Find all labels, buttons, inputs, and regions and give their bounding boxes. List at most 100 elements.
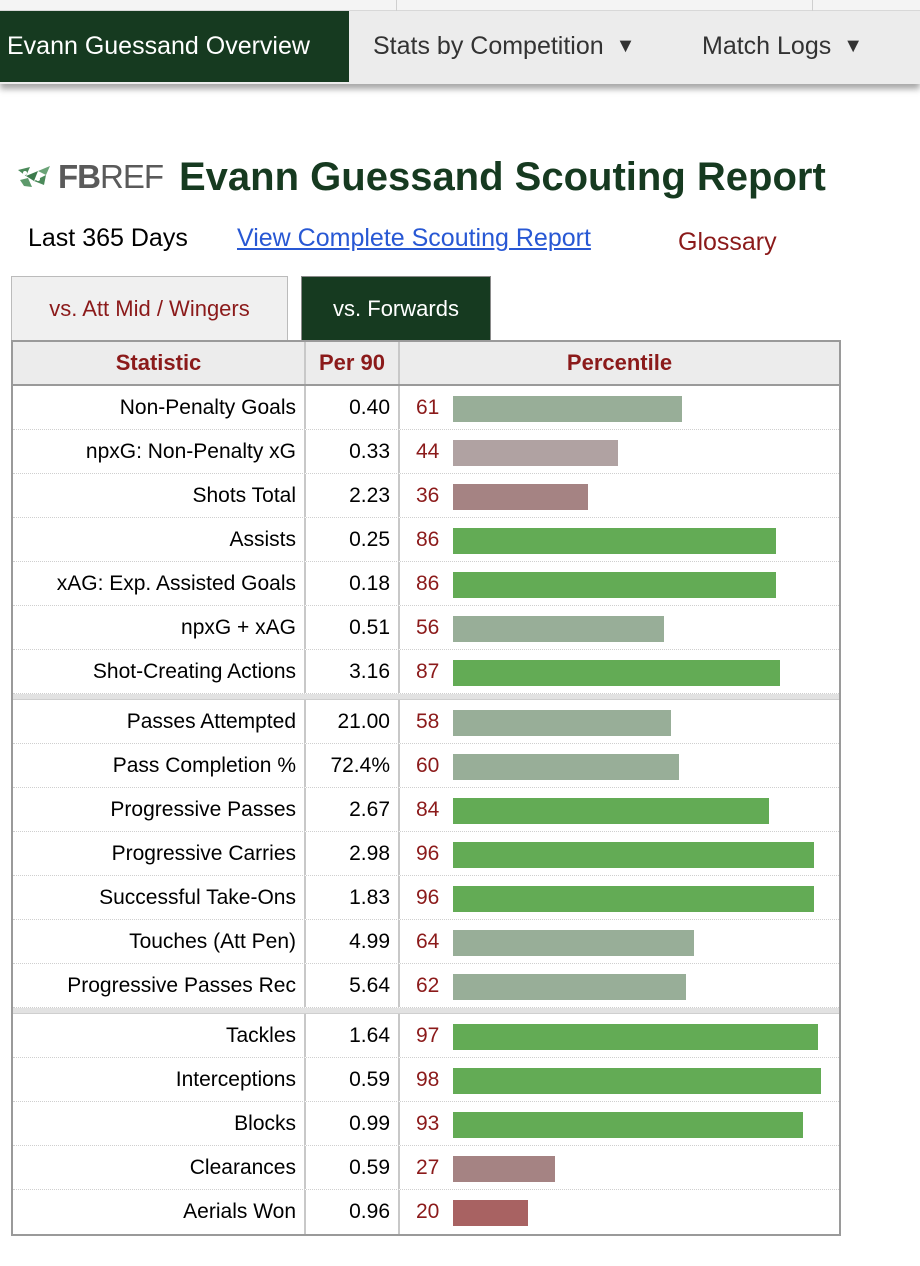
- per90-value: 0.96: [306, 1190, 400, 1234]
- stat-name: npxG + xAG: [13, 606, 306, 649]
- per90-value: 0.25: [306, 518, 400, 561]
- logo-ref-text: REF: [100, 158, 164, 195]
- percentile-cell: 96: [400, 876, 839, 919]
- percentile-value: 27: [416, 1155, 440, 1179]
- percentile-value: 96: [416, 885, 440, 909]
- percentile-bar: [453, 842, 814, 868]
- stat-name: Shots Total: [13, 474, 306, 517]
- percentile-cell: 44: [400, 430, 839, 473]
- stat-name: Passes Attempted: [13, 700, 306, 743]
- per90-value: 5.64: [306, 964, 400, 1007]
- percentile-value: 62: [416, 973, 440, 997]
- percentile-cell: 96: [400, 832, 839, 875]
- percentile-value: 56: [416, 615, 440, 639]
- percentile-bar-track: [453, 484, 829, 510]
- table-row: xAG: Exp. Assisted Goals 0.18 86: [13, 562, 839, 606]
- scouting-report-table: Statistic Per 90 Percentile Non-Penalty …: [11, 340, 841, 1236]
- percentile-bar: [453, 798, 769, 824]
- tab-att-mid-wingers[interactable]: vs. Att Mid / Wingers: [11, 276, 288, 341]
- table-row: Interceptions 0.59 98: [13, 1058, 839, 1102]
- report-links: Last 365 Days View Complete Scouting Rep…: [28, 222, 908, 258]
- table-row: Assists 0.25 86: [13, 518, 839, 562]
- percentile-cell: 84: [400, 788, 839, 831]
- nav-match-logs-menu[interactable]: Match Logs ▼: [702, 11, 863, 82]
- header-per-90[interactable]: Per 90: [306, 342, 400, 384]
- per90-value: 0.99: [306, 1102, 400, 1145]
- percentile-bar-track: [453, 930, 829, 956]
- nav-stats-label: Stats by Competition: [373, 32, 604, 60]
- table-body: Non-Penalty Goals 0.40 61 npxG: Non-Penalty…: [13, 386, 839, 1234]
- percentile-cell: 58: [400, 700, 839, 743]
- top-strip-divider: [812, 0, 813, 11]
- page-title: Evann Guessand Scouting Report: [179, 154, 826, 199]
- percentile-bar: [453, 616, 664, 642]
- stat-name: Clearances: [13, 1146, 306, 1189]
- per90-value: 21.00: [306, 700, 400, 743]
- tab-forwards[interactable]: vs. Forwards: [301, 276, 491, 341]
- per90-value: 4.99: [306, 920, 400, 963]
- nav-overview-tab[interactable]: Evann Guessand Overview: [0, 11, 349, 82]
- percentile-value: 93: [416, 1111, 440, 1135]
- percentile-value: 96: [416, 841, 440, 865]
- percentile-value: 44: [416, 439, 440, 463]
- per90-value: 0.18: [306, 562, 400, 605]
- percentile-bar: [453, 1024, 818, 1050]
- percentile-value: 20: [416, 1200, 440, 1223]
- per90-value: 0.51: [306, 606, 400, 649]
- percentile-bar-track: [453, 1200, 829, 1226]
- stat-name: Non-Penalty Goals: [13, 386, 306, 429]
- per90-value: 0.40: [306, 386, 400, 429]
- percentile-cell: 86: [400, 562, 839, 605]
- percentile-cell: 20: [400, 1190, 839, 1234]
- per90-value: 1.64: [306, 1014, 400, 1057]
- percentile-cell: 87: [400, 650, 839, 693]
- table-row: Progressive Passes Rec 5.64 62: [13, 964, 839, 1008]
- percentile-bar-track: [453, 754, 829, 780]
- percentile-bar: [453, 440, 618, 466]
- view-complete-report-link[interactable]: View Complete Scouting Report: [237, 224, 591, 252]
- percentile-bar-track: [453, 440, 829, 466]
- percentile-bar-track: [453, 396, 829, 422]
- percentile-bar: [453, 710, 671, 736]
- percentile-bar: [453, 1200, 528, 1226]
- table-row: npxG: Non-Penalty xG 0.33 44: [13, 430, 839, 474]
- per90-value: 0.33: [306, 430, 400, 473]
- table-row: Shots Total 2.23 36: [13, 474, 839, 518]
- stat-name: Pass Completion %: [13, 744, 306, 787]
- percentile-bar: [453, 930, 694, 956]
- percentile-cell: 60: [400, 744, 839, 787]
- glossary-link[interactable]: Glossary: [678, 228, 777, 256]
- percentile-bar: [453, 1156, 555, 1182]
- stat-name: Progressive Passes Rec: [13, 964, 306, 1007]
- table-row: Aerials Won 0.96 20: [13, 1190, 839, 1234]
- table-row: Touches (Att Pen) 4.99 64: [13, 920, 839, 964]
- percentile-bar-track: [453, 1156, 829, 1182]
- percentile-bar: [453, 528, 776, 554]
- percentile-bar: [453, 754, 679, 780]
- percentile-bar-track: [453, 616, 829, 642]
- nav-stats-by-competition-menu[interactable]: Stats by Competition ▼: [373, 11, 635, 82]
- stat-name: xAG: Exp. Assisted Goals: [13, 562, 306, 605]
- table-row: Clearances 0.59 27: [13, 1146, 839, 1190]
- header-percentile[interactable]: Percentile: [566, 350, 673, 375]
- table-header: Statistic Per 90 Percentile: [13, 342, 839, 386]
- percentile-bar: [453, 974, 686, 1000]
- logo-fb-text: FB: [58, 158, 101, 195]
- table-row: Blocks 0.99 93: [13, 1102, 839, 1146]
- percentile-value: 86: [416, 571, 440, 595]
- percentile-bar: [453, 396, 682, 422]
- percentile-cell: 61: [400, 386, 839, 429]
- per90-value: 2.23: [306, 474, 400, 517]
- header-statistic[interactable]: Statistic: [13, 342, 306, 384]
- group-separator: [13, 694, 839, 700]
- percentile-value: 36: [416, 483, 440, 507]
- percentile-bar-track: [453, 572, 829, 598]
- percentile-cell: 93: [400, 1102, 839, 1145]
- per90-value: 3.16: [306, 650, 400, 693]
- percentile-cell: 56: [400, 606, 839, 649]
- fbref-logo[interactable]: FB REF: [16, 158, 164, 196]
- percentile-bar-track: [453, 660, 829, 686]
- top-strip: [0, 0, 920, 11]
- percentile-cell: 86: [400, 518, 839, 561]
- percentile-bar-track: [453, 528, 829, 554]
